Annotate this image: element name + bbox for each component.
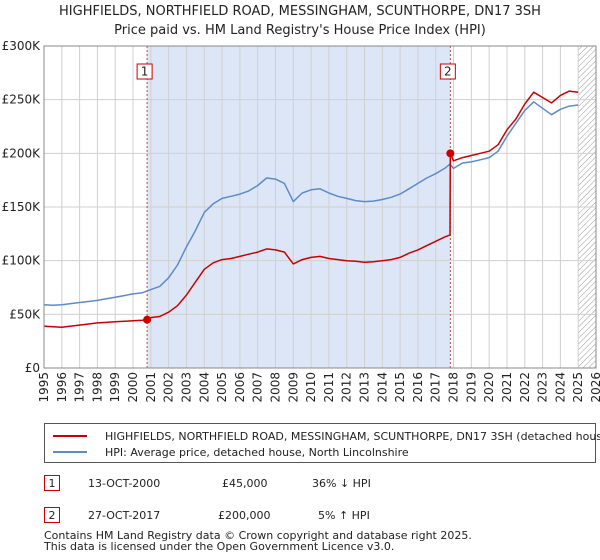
x-tick-label: 1998 (90, 372, 104, 403)
footer-line-licence: This data is licensed under the Open Gov… (44, 540, 395, 553)
x-tick-label: 2026 (589, 372, 600, 403)
footer-notice: Contains HM Land Registry data © Crown c… (44, 530, 472, 552)
x-tick-label: 2005 (215, 372, 229, 403)
y-tick-label: £200K (2, 146, 42, 160)
legend-label-hpi: HPI: Average price, detached house, Nort… (105, 445, 409, 459)
x-tick-label: 2023 (536, 372, 550, 403)
chart-title: HIGHFIELDS, NORTHFIELD ROAD, MESSINGHAM,… (59, 4, 541, 19)
legend-swatch-hpi (53, 451, 87, 453)
x-tick-label: 2015 (393, 372, 407, 403)
x-tick-label: 2003 (179, 372, 193, 403)
legend-label-property: HIGHFIELDS, NORTHFIELD ROAD, MESSINGHAM,… (105, 429, 600, 443)
legend-item-hpi: HPI: Average price, detached house, Nort… (53, 444, 409, 460)
footer-line-copyright: Contains HM Land Registry data © Crown c… (44, 529, 472, 542)
y-tick-label: £300K (2, 39, 42, 53)
x-tick-label: 2014 (375, 372, 389, 403)
sale-marker-badge (439, 63, 456, 80)
hpi-line (43, 101, 579, 306)
sale-hpi-change: 36% ↓ HPI (312, 477, 371, 490)
sale-price: £200,000 (218, 509, 271, 522)
x-tick-label: 2008 (268, 372, 282, 403)
y-tick-label: £0 (25, 361, 40, 375)
x-tick-label: 2007 (251, 372, 265, 403)
x-tick-label: 2022 (518, 372, 532, 403)
y-tick-label: £50K (9, 307, 41, 321)
x-tick-label: 2009 (286, 372, 300, 403)
x-tick-label: 1999 (108, 372, 122, 403)
sale-date: 27-OCT-2017 (88, 509, 161, 522)
x-tick-label: 2017 (429, 372, 443, 403)
x-tick-label: 2020 (482, 372, 496, 403)
sale-badge: 2 (44, 507, 60, 523)
x-tick-label: 1995 (37, 372, 51, 403)
chart-legend: HIGHFIELDS, NORTHFIELD ROAD, MESSINGHAM,… (44, 423, 600, 463)
sale-point (446, 149, 455, 158)
sale-price: £45,000 (222, 477, 268, 490)
x-tick-label: 2006 (233, 372, 247, 403)
price-chart: HIGHFIELDS, NORTHFIELD ROAD, MESSINGHAM,… (2, 4, 600, 403)
sale-date: 13-OCT-2000 (88, 477, 161, 490)
x-tick-label: 2025 (571, 372, 585, 403)
x-tick-label: 2001 (144, 372, 158, 403)
x-tick-label: 1997 (73, 372, 87, 403)
legend-swatch-property (53, 435, 87, 437)
sale-marker-badge (136, 63, 153, 80)
sale-marker-label: 2 (444, 65, 452, 79)
sale-hpi-change: 5% ↑ HPI (318, 509, 370, 522)
x-tick-label: 2024 (553, 372, 567, 403)
x-tick-label: 2018 (447, 372, 461, 403)
sale-marker-label: 1 (141, 65, 149, 79)
chart-subtitle: Price paid vs. HM Land Registry's House … (114, 23, 486, 38)
sale-point (143, 315, 152, 324)
x-tick-label: 2000 (126, 372, 140, 403)
x-tick-label: 2013 (358, 372, 372, 403)
x-tick-label: 2011 (322, 372, 336, 403)
plot-border (43, 45, 597, 369)
property-price-line (43, 90, 579, 328)
x-tick-label: 2010 (304, 372, 318, 403)
y-tick-label: £150K (2, 200, 42, 214)
y-tick-label: £250K (2, 93, 42, 107)
x-tick-label: 2002 (162, 372, 176, 403)
x-tick-label: 2016 (411, 372, 425, 403)
x-tick-label: 2021 (500, 372, 514, 403)
x-tick-label: 2012 (340, 372, 354, 403)
y-tick-label: £100K (2, 254, 42, 268)
x-tick-label: 2004 (197, 372, 211, 403)
legend-item-property: HIGHFIELDS, NORTHFIELD ROAD, MESSINGHAM,… (53, 428, 600, 444)
x-tick-label: 2019 (464, 372, 478, 403)
x-tick-label: 1996 (55, 372, 69, 403)
sale-badge: 1 (44, 475, 60, 491)
